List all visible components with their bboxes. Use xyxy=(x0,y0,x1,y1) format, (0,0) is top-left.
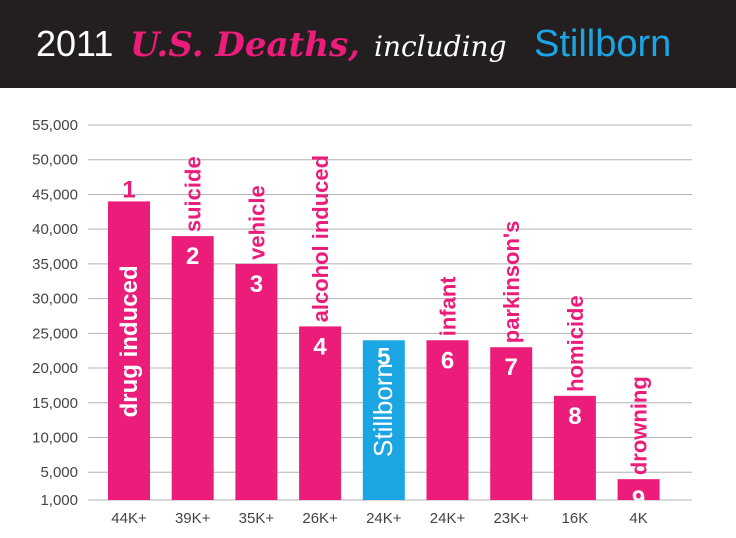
y-tick-label: 55,000 xyxy=(32,117,78,134)
bar-labels: 1 drug induced 2 suicide 3 vehicle 4 alcohol in… xyxy=(116,155,652,513)
y-tick-label: 50,000 xyxy=(32,152,78,169)
y-tick-label: 35,000 xyxy=(32,256,78,273)
bar xyxy=(108,201,150,500)
bar xyxy=(171,236,214,500)
y-tick-label: 40,000 xyxy=(32,221,78,238)
bar xyxy=(362,340,405,500)
x-value-label: 44K+ xyxy=(111,510,147,527)
rank-label: 4 xyxy=(313,333,327,360)
y-tick-label: 5,000 xyxy=(40,464,78,481)
x-value-label: 24K+ xyxy=(430,510,466,527)
bar xyxy=(617,479,660,500)
category-label: suicide xyxy=(181,156,206,232)
x-value-label: 23K+ xyxy=(493,510,529,527)
title-us-deaths: U.S. Deaths, xyxy=(130,25,360,65)
bar xyxy=(490,347,533,500)
title-year: 2011 xyxy=(36,23,113,64)
category-label: alcohol induced xyxy=(308,155,333,322)
y-tick-label: 20,000 xyxy=(32,360,78,377)
category-label: vehicle xyxy=(244,185,269,260)
bars xyxy=(108,201,660,500)
bar xyxy=(299,326,342,500)
x-value-label: 4K xyxy=(629,510,647,527)
y-tick-label: 10,000 xyxy=(32,430,78,447)
category-label: Stillborn xyxy=(368,363,398,457)
category-label: drug induced xyxy=(116,265,143,417)
category-label: infant xyxy=(436,276,461,337)
y-tick-label: 30,000 xyxy=(32,291,78,308)
rank-label: 2 xyxy=(186,243,199,270)
x-value-label: 39K+ xyxy=(175,510,211,527)
y-tick-label: 1,000 xyxy=(40,492,78,509)
bar xyxy=(235,263,278,500)
category-label: parkinson's xyxy=(499,221,524,344)
rank-label: 9 xyxy=(632,486,645,513)
rank-label: 3 xyxy=(250,271,263,298)
title-banner xyxy=(0,0,736,88)
rank-label: 7 xyxy=(505,354,518,381)
rank-label: 8 xyxy=(568,403,581,430)
title-brand-stillborn: Stillborn xyxy=(534,23,671,65)
x-axis-value-labels: 44K+ 39K+ 35K+ 26K+ 24K+ 24K+ 23K+ 16K 4K xyxy=(111,510,648,527)
rank-label: 6 xyxy=(441,347,454,374)
category-label: drowning xyxy=(627,376,652,475)
category-label: homicide xyxy=(563,295,588,392)
y-tick-label: 15,000 xyxy=(32,395,78,412)
y-tick-label: 25,000 xyxy=(32,325,78,342)
rank-label: 5 xyxy=(377,343,390,370)
y-tick-label: 45,000 xyxy=(32,186,78,203)
title-including: including xyxy=(374,30,507,63)
bar xyxy=(553,395,596,500)
x-value-label: 24K+ xyxy=(366,510,402,527)
x-value-label: 16K xyxy=(562,510,589,527)
rank-label: 1 xyxy=(122,176,135,203)
x-value-label: 35K+ xyxy=(239,510,275,527)
x-value-label: 26K+ xyxy=(302,510,338,527)
y-axis-ticks: 1,000 5,000 10,000 15,000 20,000 25,000 30,000… xyxy=(32,117,78,509)
chart-title: 2011 U.S. Deaths, including Stillborn xyxy=(36,23,671,65)
bar xyxy=(426,340,469,500)
